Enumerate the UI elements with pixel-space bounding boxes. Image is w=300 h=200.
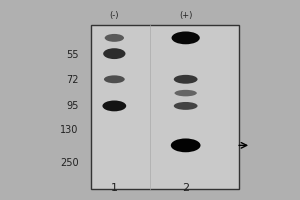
Ellipse shape bbox=[174, 102, 198, 110]
Ellipse shape bbox=[105, 34, 124, 42]
Text: 72: 72 bbox=[66, 75, 79, 85]
Ellipse shape bbox=[172, 31, 200, 44]
Text: 130: 130 bbox=[60, 125, 79, 135]
Text: (+): (+) bbox=[179, 11, 192, 20]
Ellipse shape bbox=[102, 100, 126, 111]
Ellipse shape bbox=[171, 138, 200, 152]
Text: 2: 2 bbox=[182, 183, 189, 193]
Text: 95: 95 bbox=[66, 101, 79, 111]
Ellipse shape bbox=[175, 90, 197, 96]
Text: (-): (-) bbox=[110, 11, 119, 20]
Text: 55: 55 bbox=[66, 50, 79, 60]
Ellipse shape bbox=[104, 75, 125, 83]
FancyBboxPatch shape bbox=[91, 25, 239, 189]
Ellipse shape bbox=[103, 48, 125, 59]
Ellipse shape bbox=[174, 75, 198, 84]
Text: 250: 250 bbox=[60, 158, 79, 168]
Text: 1: 1 bbox=[111, 183, 118, 193]
